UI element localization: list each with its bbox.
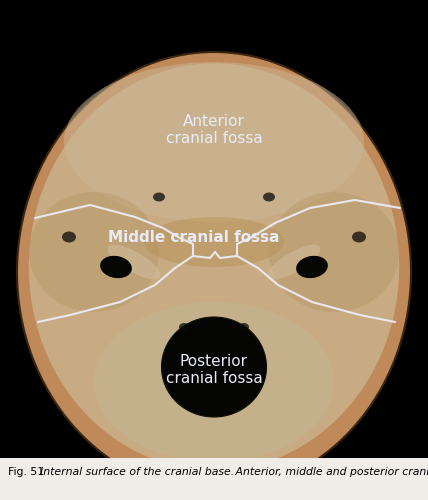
Ellipse shape (239, 323, 249, 331)
Ellipse shape (62, 232, 76, 242)
Ellipse shape (29, 64, 399, 470)
Ellipse shape (179, 323, 189, 331)
Ellipse shape (107, 244, 160, 280)
Ellipse shape (100, 256, 132, 278)
Ellipse shape (64, 62, 364, 222)
Text: Posterior
cranial fossa: Posterior cranial fossa (166, 354, 262, 386)
Ellipse shape (263, 192, 275, 202)
Ellipse shape (296, 256, 328, 278)
Bar (0, 458, 428, 500)
Ellipse shape (268, 244, 321, 280)
Text: Internal surface of the cranial base.: Internal surface of the cranial base. (40, 467, 234, 477)
Ellipse shape (94, 302, 334, 462)
Text: Anterior, middle and posterior cranial  fossae.: Anterior, middle and posterior cranial f… (232, 467, 428, 477)
Ellipse shape (29, 192, 159, 312)
Text: Fig. 51: Fig. 51 (8, 467, 48, 477)
Ellipse shape (17, 52, 411, 492)
Ellipse shape (153, 192, 165, 202)
Ellipse shape (144, 217, 284, 267)
Ellipse shape (352, 232, 366, 242)
Text: Anterior
cranial fossa: Anterior cranial fossa (166, 114, 262, 146)
Ellipse shape (269, 192, 399, 312)
Ellipse shape (161, 317, 267, 417)
Text: Middle cranial fossa: Middle cranial fossa (108, 230, 280, 246)
